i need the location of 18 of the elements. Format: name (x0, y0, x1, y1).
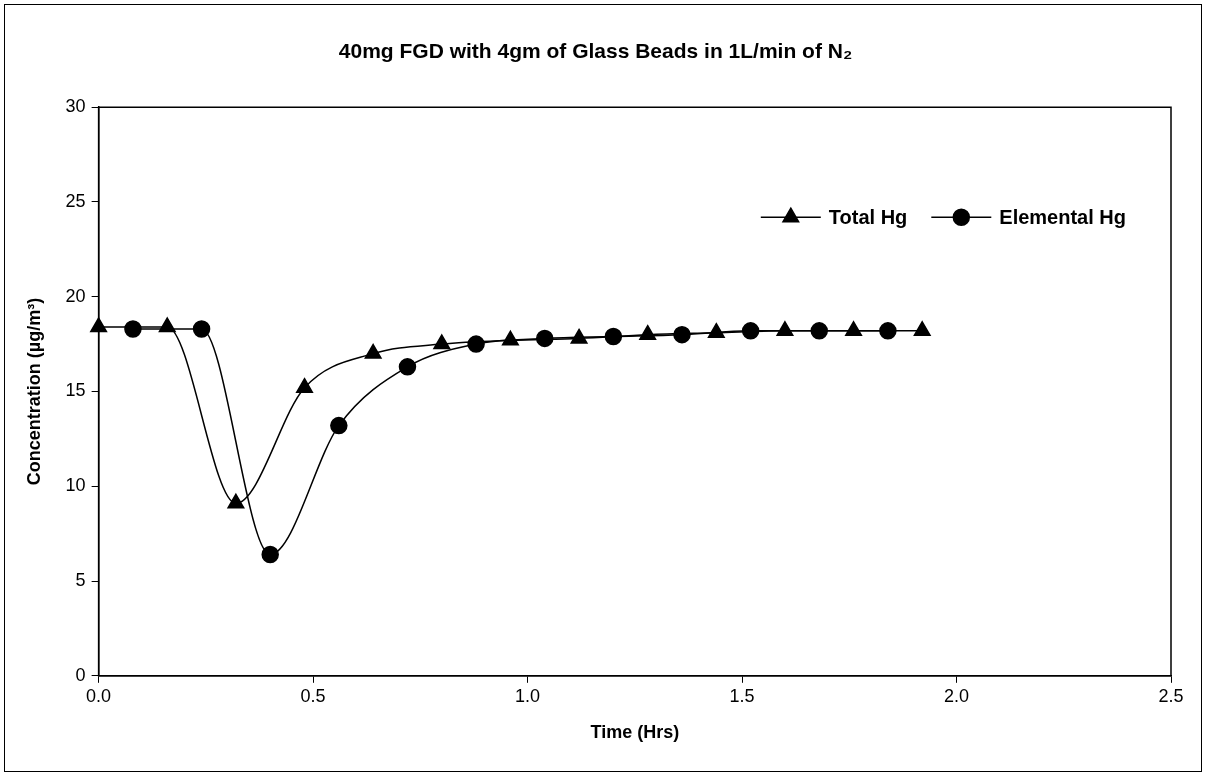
x-tick-label: 1.5 (729, 685, 755, 706)
y-tick-label: 15 (65, 380, 86, 401)
y-tick-label: 5 (75, 570, 86, 590)
y-tick-label: 30 (65, 96, 86, 117)
chart-title: 40mg FGD with 4gm of Glass Beads in 1L/min of N₂ (338, 39, 853, 63)
x-tick-label: 0.0 (86, 685, 112, 706)
legend-label: Elemental Hg (999, 205, 1126, 228)
y-tick-label: 10 (65, 475, 86, 496)
y-tick-label: 25 (65, 190, 86, 211)
y-axis-title: Concentration (µg/m³) (23, 297, 44, 486)
y-tick-label: 0 (75, 664, 86, 685)
x-tick-label: 0.5 (300, 685, 326, 706)
legend-label: Total Hg (828, 205, 908, 228)
x-tick-label: 1.0 (515, 685, 541, 706)
x-axis-title: Time (Hrs) (590, 722, 680, 743)
y-tick-label: 20 (65, 285, 86, 306)
x-tick-label: 2.0 (944, 685, 970, 706)
x-tick-label: 2.5 (1158, 685, 1184, 706)
